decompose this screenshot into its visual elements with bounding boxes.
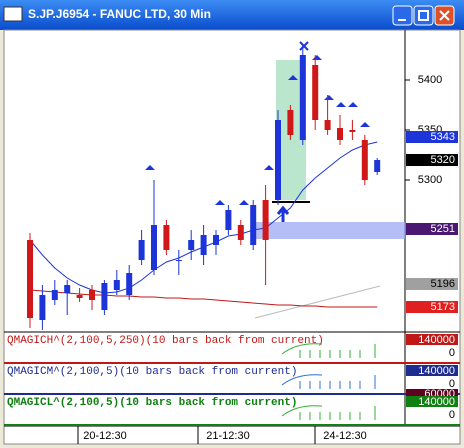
y-tick-label: 5400 xyxy=(418,74,442,86)
candle-body xyxy=(126,273,133,295)
candle-body xyxy=(76,295,83,298)
candle-body xyxy=(299,55,306,140)
candle-body xyxy=(324,120,331,130)
panel-bottom-value: 0 xyxy=(449,409,455,421)
candle-body xyxy=(138,240,145,260)
price-label-box xyxy=(406,154,458,166)
panel-title: QMAGICL^(2,100,5)(10 bars back from curr… xyxy=(7,397,297,409)
candle-body xyxy=(175,260,182,261)
candle-body xyxy=(213,235,219,245)
candle-body xyxy=(113,280,120,290)
price-label-box xyxy=(406,278,458,290)
candle-body xyxy=(101,283,108,310)
x-tick-label: 21-12:30 xyxy=(206,430,249,442)
candle-body xyxy=(349,130,356,132)
candle-body xyxy=(374,160,381,172)
candle-body xyxy=(39,295,46,320)
price-label-box xyxy=(406,223,458,235)
price-label: 5251 xyxy=(431,223,455,235)
panel-title: QMAGICM^(2,100,5)(10 bars back from curr… xyxy=(7,366,297,378)
price-label: 5343 xyxy=(431,131,455,143)
price-label: 5320 xyxy=(431,154,455,166)
panel-histogram xyxy=(281,343,376,358)
panel-extra-box xyxy=(406,389,458,399)
panel-histogram xyxy=(281,405,376,420)
panel-bottom-value: 0 xyxy=(449,347,455,359)
panel-top-value: 140000 xyxy=(418,365,455,377)
signal-arrow xyxy=(276,205,290,222)
panel-title: QMAGICH^(2,100,5,250)(10 bars back from … xyxy=(7,335,324,347)
resistance-band xyxy=(255,222,405,239)
panel-bottom-value: 0 xyxy=(449,378,455,390)
candle-body xyxy=(89,290,95,300)
moving-average xyxy=(29,289,378,308)
panel-top-value: 140000 xyxy=(418,396,455,408)
panel-top-box xyxy=(406,396,458,407)
candle-body xyxy=(337,128,343,140)
panel-top-box xyxy=(406,365,458,376)
minimize-button[interactable] xyxy=(392,5,413,26)
x-tick-label: 24-12:30 xyxy=(323,430,366,442)
panel-top-box xyxy=(406,334,458,345)
candle-body xyxy=(51,290,58,300)
candle-body xyxy=(225,210,232,230)
price-label: 5173 xyxy=(431,301,455,313)
candle-body xyxy=(64,285,71,293)
candle-body xyxy=(287,110,294,135)
panel-top-value: 140000 xyxy=(418,334,455,346)
price-label: 5196 xyxy=(431,278,455,290)
candle-body xyxy=(151,225,157,270)
candle-body xyxy=(237,225,244,240)
price-label-box xyxy=(406,131,458,143)
candle-body xyxy=(262,200,269,240)
signal-cross xyxy=(299,41,309,51)
candle-body xyxy=(27,240,33,318)
y-tick-label: 5300 xyxy=(418,174,442,186)
price-label-box xyxy=(406,301,458,313)
trend-line xyxy=(254,285,381,319)
candle-body xyxy=(275,120,281,200)
candle-body xyxy=(200,235,207,255)
window-title: S.JP.J6954 - FANUC LTD, 30 Min xyxy=(28,7,211,21)
candle-body xyxy=(163,225,170,250)
candle-body xyxy=(361,140,368,180)
title-bar xyxy=(0,0,464,30)
app-icon xyxy=(3,6,23,22)
candle-body xyxy=(250,205,257,245)
candle-body xyxy=(312,65,319,120)
maximize-button[interactable] xyxy=(413,5,434,26)
panel-histogram xyxy=(281,374,376,389)
x-tick-label: 20-12:30 xyxy=(83,430,126,442)
candle-body xyxy=(188,240,195,250)
